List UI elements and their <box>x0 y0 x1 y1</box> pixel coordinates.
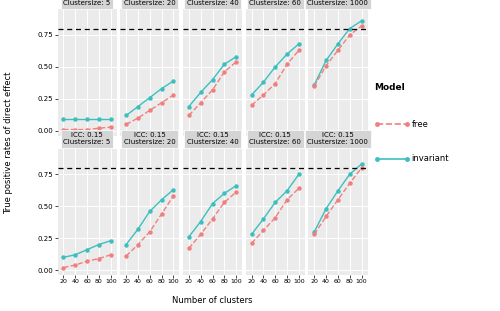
Title: ICC: 0.05
Clustersize: 1000: ICC: 0.05 Clustersize: 1000 <box>308 0 368 6</box>
Title: ICC: 0.05
Clustersize: 20: ICC: 0.05 Clustersize: 20 <box>124 0 176 6</box>
Title: ICC: 0.15
Clustersize: 20: ICC: 0.15 Clustersize: 20 <box>124 132 176 146</box>
Text: Model: Model <box>374 83 405 91</box>
Title: ICC: 0.05
Clustersize: 40: ICC: 0.05 Clustersize: 40 <box>186 0 238 6</box>
Title: ICC: 0.15
Clustersize: 40: ICC: 0.15 Clustersize: 40 <box>186 132 238 146</box>
Title: ICC: 0.05
Clustersize: 5: ICC: 0.05 Clustersize: 5 <box>64 0 110 6</box>
Text: invariant: invariant <box>412 154 449 163</box>
Title: ICC: 0.05
Clustersize: 60: ICC: 0.05 Clustersize: 60 <box>250 0 301 6</box>
Title: ICC: 0.15
Clustersize: 5: ICC: 0.15 Clustersize: 5 <box>64 132 110 146</box>
Title: ICC: 0.15
Clustersize: 1000: ICC: 0.15 Clustersize: 1000 <box>308 132 368 146</box>
Text: Number of clusters: Number of clusters <box>172 296 253 305</box>
Text: free: free <box>412 120 428 129</box>
Text: True positive rates of direct effect: True positive rates of direct effect <box>4 72 14 214</box>
Title: ICC: 0.15
Clustersize: 60: ICC: 0.15 Clustersize: 60 <box>250 132 301 146</box>
